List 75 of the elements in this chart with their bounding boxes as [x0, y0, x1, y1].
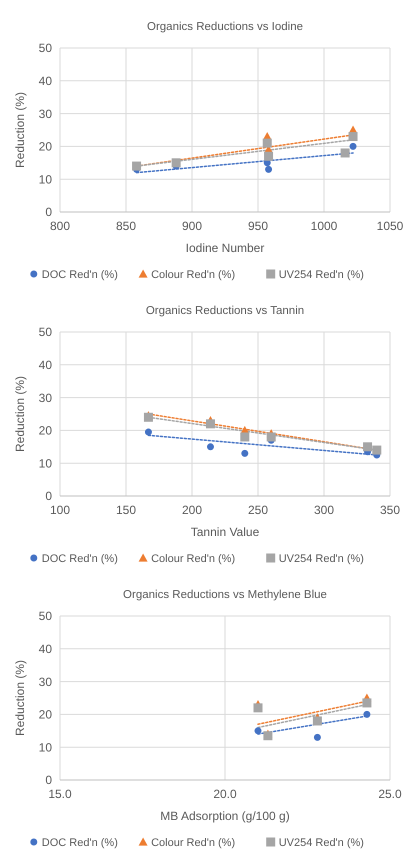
legend-label: UV254 Red'n (%): [278, 837, 364, 849]
point: [144, 412, 153, 422]
point: [363, 442, 372, 452]
y-tick-label: 0: [45, 489, 52, 504]
y-tick-label: 40: [38, 358, 52, 372]
x-tick-label: 150: [116, 503, 136, 517]
chart-title: Organics Reductions vs Methylene Blue: [123, 589, 327, 601]
x-tick-label: 200: [182, 503, 202, 517]
point: [263, 731, 272, 740]
x-tick-label: 850: [116, 219, 136, 233]
point: [314, 734, 321, 741]
point: [264, 152, 274, 161]
y-tick-label: 40: [38, 74, 52, 88]
chart-title: Organics Reductions vs Tannin: [146, 305, 304, 317]
legend-label: Colour Red'n (%): [151, 269, 236, 281]
point: [206, 419, 215, 428]
x-axis-title: Tannin Value: [190, 525, 260, 539]
x-tick-label: 300: [314, 503, 334, 517]
x-tick-label: 800: [50, 219, 70, 233]
x-tick-label: 100: [50, 503, 70, 517]
chart-title: Organics Reductions vs Iodine: [147, 21, 303, 33]
y-tick-label: 20: [38, 140, 52, 154]
x-tick-label: 900: [182, 219, 202, 233]
legend-label: DOC Red'n (%): [42, 837, 118, 849]
y-tick-label: 10: [38, 456, 52, 470]
point: [266, 432, 276, 442]
y-tick-label: 50: [38, 325, 52, 340]
y-axis-title: Reduction (%): [13, 376, 27, 452]
legend-label: UV254 Red'n (%): [278, 553, 364, 565]
legend-label: UV254 Red'n (%): [278, 269, 364, 281]
point: [144, 428, 152, 436]
point: [372, 446, 382, 455]
point: [254, 703, 262, 712]
legend-label: Colour Red'n (%): [151, 553, 236, 565]
y-tick-label: 10: [38, 740, 52, 754]
point: [350, 142, 357, 150]
y-axis-title: Reduction (%): [13, 92, 27, 168]
y-tick-label: 20: [38, 708, 52, 722]
y-tick-label: 0: [45, 205, 52, 220]
y-tick-label: 20: [38, 424, 52, 438]
point: [241, 450, 248, 457]
legend-label: DOC Red'n (%): [42, 269, 118, 281]
x-tick-label: 1050: [376, 219, 404, 233]
x-tick-label: 950: [248, 219, 268, 233]
y-tick-label: 50: [38, 609, 52, 624]
point: [254, 727, 262, 734]
point: [172, 158, 181, 168]
legend-label: Colour Red'n (%): [151, 837, 236, 849]
point: [132, 162, 142, 171]
x-tick-label: 350: [380, 503, 400, 517]
x-tick-label: 15.0: [48, 787, 72, 801]
y-tick-label: 50: [38, 41, 52, 56]
x-tick-label: 250: [248, 503, 268, 517]
x-axis-title: Iodine Number: [186, 241, 264, 255]
y-axis-title: Reduction (%): [13, 660, 27, 736]
y-tick-label: 30: [38, 674, 52, 689]
x-tick-label: 1000: [310, 219, 338, 233]
y-tick-label: 30: [38, 390, 52, 405]
point: [348, 132, 358, 142]
y-tick-label: 10: [38, 172, 52, 186]
x-axis-title: MB Adsorption (g/100 g): [160, 809, 290, 823]
y-tick-label: 40: [38, 642, 52, 656]
y-tick-label: 0: [45, 773, 52, 788]
x-tick-label: 25.0: [378, 787, 402, 801]
x-tick-label: 20.0: [213, 787, 237, 801]
y-tick-label: 30: [38, 106, 52, 121]
point: [262, 138, 272, 148]
point: [340, 148, 350, 158]
point: [265, 166, 272, 173]
legend-label: DOC Red'n (%): [42, 553, 118, 565]
point: [312, 716, 322, 726]
point: [206, 443, 214, 450]
point: [362, 698, 372, 708]
point: [363, 710, 370, 718]
point: [240, 432, 250, 442]
